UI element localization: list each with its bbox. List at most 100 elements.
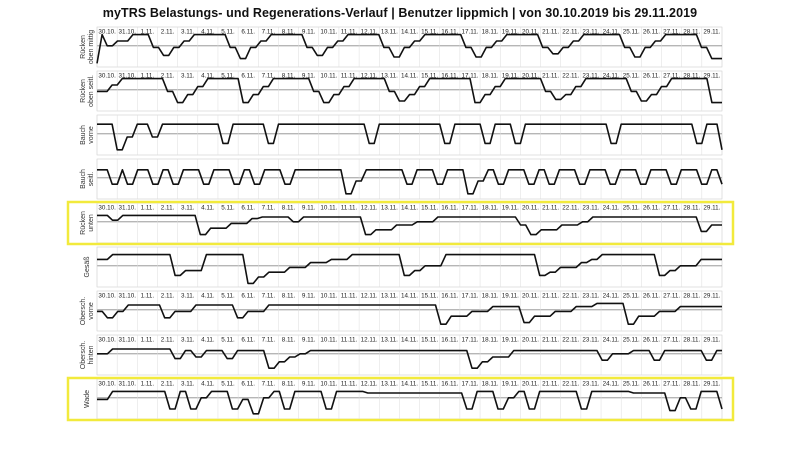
panel-label-line: unten — [88, 214, 95, 232]
x-tick-label: 2.11. — [161, 337, 175, 344]
x-tick-label: 17.11. — [461, 381, 478, 388]
x-tick-label: 5.11. — [221, 29, 235, 36]
x-tick-label: 9.11. — [302, 381, 316, 388]
panel-2: Bauchvorne — [80, 114, 723, 156]
x-tick-label: 7.11. — [262, 337, 276, 344]
panel-label: Wade — [84, 390, 91, 408]
x-tick-label: 14.11. — [401, 73, 418, 80]
x-tick-label: 9.11. — [302, 205, 316, 212]
x-tick-label: 11.11. — [341, 337, 358, 344]
x-tick-label: 16.11. — [441, 73, 458, 80]
x-tick-label: 18.11. — [482, 73, 499, 80]
panel-label: Bauchseitl. — [80, 169, 95, 189]
x-tick-label: 23.11. — [582, 337, 599, 344]
x-tick-label: 26.11. — [643, 205, 660, 212]
x-tick-label: 9.11. — [302, 293, 316, 300]
x-tick-label: 13.11. — [381, 381, 398, 388]
x-tick-label: 4.11. — [201, 205, 215, 212]
series-line — [97, 169, 723, 195]
x-tick-label: 30.10. — [98, 29, 116, 36]
x-tick-label: 27.11. — [663, 205, 680, 212]
x-tick-label: 22.11. — [562, 73, 579, 80]
panel-label: Gesäß — [84, 256, 91, 277]
x-tick-label: 25.11. — [623, 381, 640, 388]
x-tick-label: 14.11. — [401, 293, 418, 300]
panel-label-line: Rücken — [80, 35, 87, 59]
panel-6: 30.10. 31.10. 1.11. 2.11. 3.11. 4.11. 5.11. 6.1… — [80, 290, 723, 332]
x-tick-label: 7.11. — [262, 205, 276, 212]
x-tick-label: 6.11. — [241, 73, 255, 80]
x-tick-label: 31.10. — [118, 73, 136, 80]
x-tick-label: 11.11. — [341, 29, 358, 36]
x-tick-label: 24.11. — [603, 205, 620, 212]
x-tick-label: 6.11. — [241, 381, 255, 388]
x-tick-label: 29.11. — [703, 29, 720, 36]
x-tick-label: 5.11. — [221, 337, 235, 344]
x-tick-label: 12.11. — [361, 337, 378, 344]
x-tick-label: 15.11. — [421, 381, 438, 388]
x-tick-label: 26.11. — [643, 29, 660, 36]
panel-frame — [96, 246, 723, 288]
x-tick-label: 17.11. — [461, 205, 478, 212]
highlight-box — [66, 200, 735, 246]
x-tick-label: 8.11. — [282, 337, 296, 344]
x-tick-label: 7.11. — [262, 73, 276, 80]
x-tick-label: 18.11. — [482, 205, 499, 212]
x-tick-label: 11.11. — [341, 73, 358, 80]
x-tick-label: 19.11. — [502, 293, 519, 300]
x-tick-label: 27.11. — [663, 293, 680, 300]
x-tick-label: 7.11. — [262, 381, 276, 388]
panel-label-line: seitl. — [88, 172, 95, 186]
x-tick-label: 20.11. — [522, 381, 539, 388]
panel-label-line: Rücken — [80, 79, 87, 103]
x-tick-label: 14.11. — [401, 381, 418, 388]
x-tick-label: 9.11. — [302, 73, 316, 80]
x-tick-label: 1.11. — [141, 337, 155, 344]
panel-label: Obersch.hinten — [80, 341, 95, 369]
x-tick-label: 25.11. — [623, 337, 640, 344]
x-tick-label: 12.11. — [361, 205, 378, 212]
x-tick-label: 16.11. — [441, 29, 458, 36]
x-tick-label: 25.11. — [623, 29, 640, 36]
x-tick-label: 31.10. — [118, 337, 136, 344]
x-tick-label: 26.11. — [643, 381, 660, 388]
x-tick-label: 10.11. — [320, 293, 337, 300]
panel-label: Rückenoben seitl. — [80, 75, 95, 107]
x-tick-label: 26.11. — [643, 337, 660, 344]
x-tick-label: 13.11. — [381, 205, 398, 212]
x-tick-label: 16.11. — [441, 293, 458, 300]
x-tick-label: 10.11. — [320, 73, 337, 80]
x-tick-label: 24.11. — [603, 73, 620, 80]
x-tick-label: 5.11. — [221, 73, 235, 80]
x-tick-label: 28.11. — [683, 381, 700, 388]
x-tick-label: 24.11. — [603, 293, 620, 300]
x-tick-label: 6.11. — [241, 29, 255, 36]
x-tick-label: 23.11. — [582, 293, 599, 300]
x-tick-label: 5.11. — [221, 293, 235, 300]
x-tick-label: 24.11. — [603, 337, 620, 344]
x-tick-label: 8.11. — [282, 205, 296, 212]
x-tick-label: 2.11. — [161, 29, 175, 36]
x-tick-label: 15.11. — [421, 29, 438, 36]
x-tick-label: 25.11. — [623, 293, 640, 300]
x-tick-label: 22.11. — [562, 29, 579, 36]
series-line — [97, 348, 722, 370]
x-tick-label: 30.10. — [98, 293, 116, 300]
x-tick-label: 24.11. — [603, 29, 620, 36]
x-tick-label: 20.11. — [522, 337, 539, 344]
x-tick-label: 22.11. — [562, 381, 579, 388]
panel-label-line: vorne — [88, 126, 95, 144]
x-tick-label: 6.11. — [241, 337, 255, 344]
x-tick-label: 27.11. — [663, 29, 680, 36]
x-tick-label: 23.11. — [582, 29, 599, 36]
panel-label: Rückenunten — [80, 211, 95, 235]
panel-7: 30.10. 31.10. 1.11. 2.11. 3.11. 4.11. 5.11. 6.1… — [80, 334, 723, 376]
x-tick-label: 1.11. — [141, 29, 155, 36]
panel-8: 30.10. 31.10. 1.11. 2.11. 3.11. 4.11. 5.11. 6.1… — [66, 376, 735, 422]
x-tick-label: 4.11. — [201, 381, 215, 388]
x-tick-label: 23.11. — [582, 73, 599, 80]
x-tick-label: 7.11. — [262, 29, 276, 36]
x-tick-label: 14.11. — [401, 337, 418, 344]
x-tick-label: 26.11. — [643, 73, 660, 80]
x-tick-label: 31.10. — [118, 381, 136, 388]
